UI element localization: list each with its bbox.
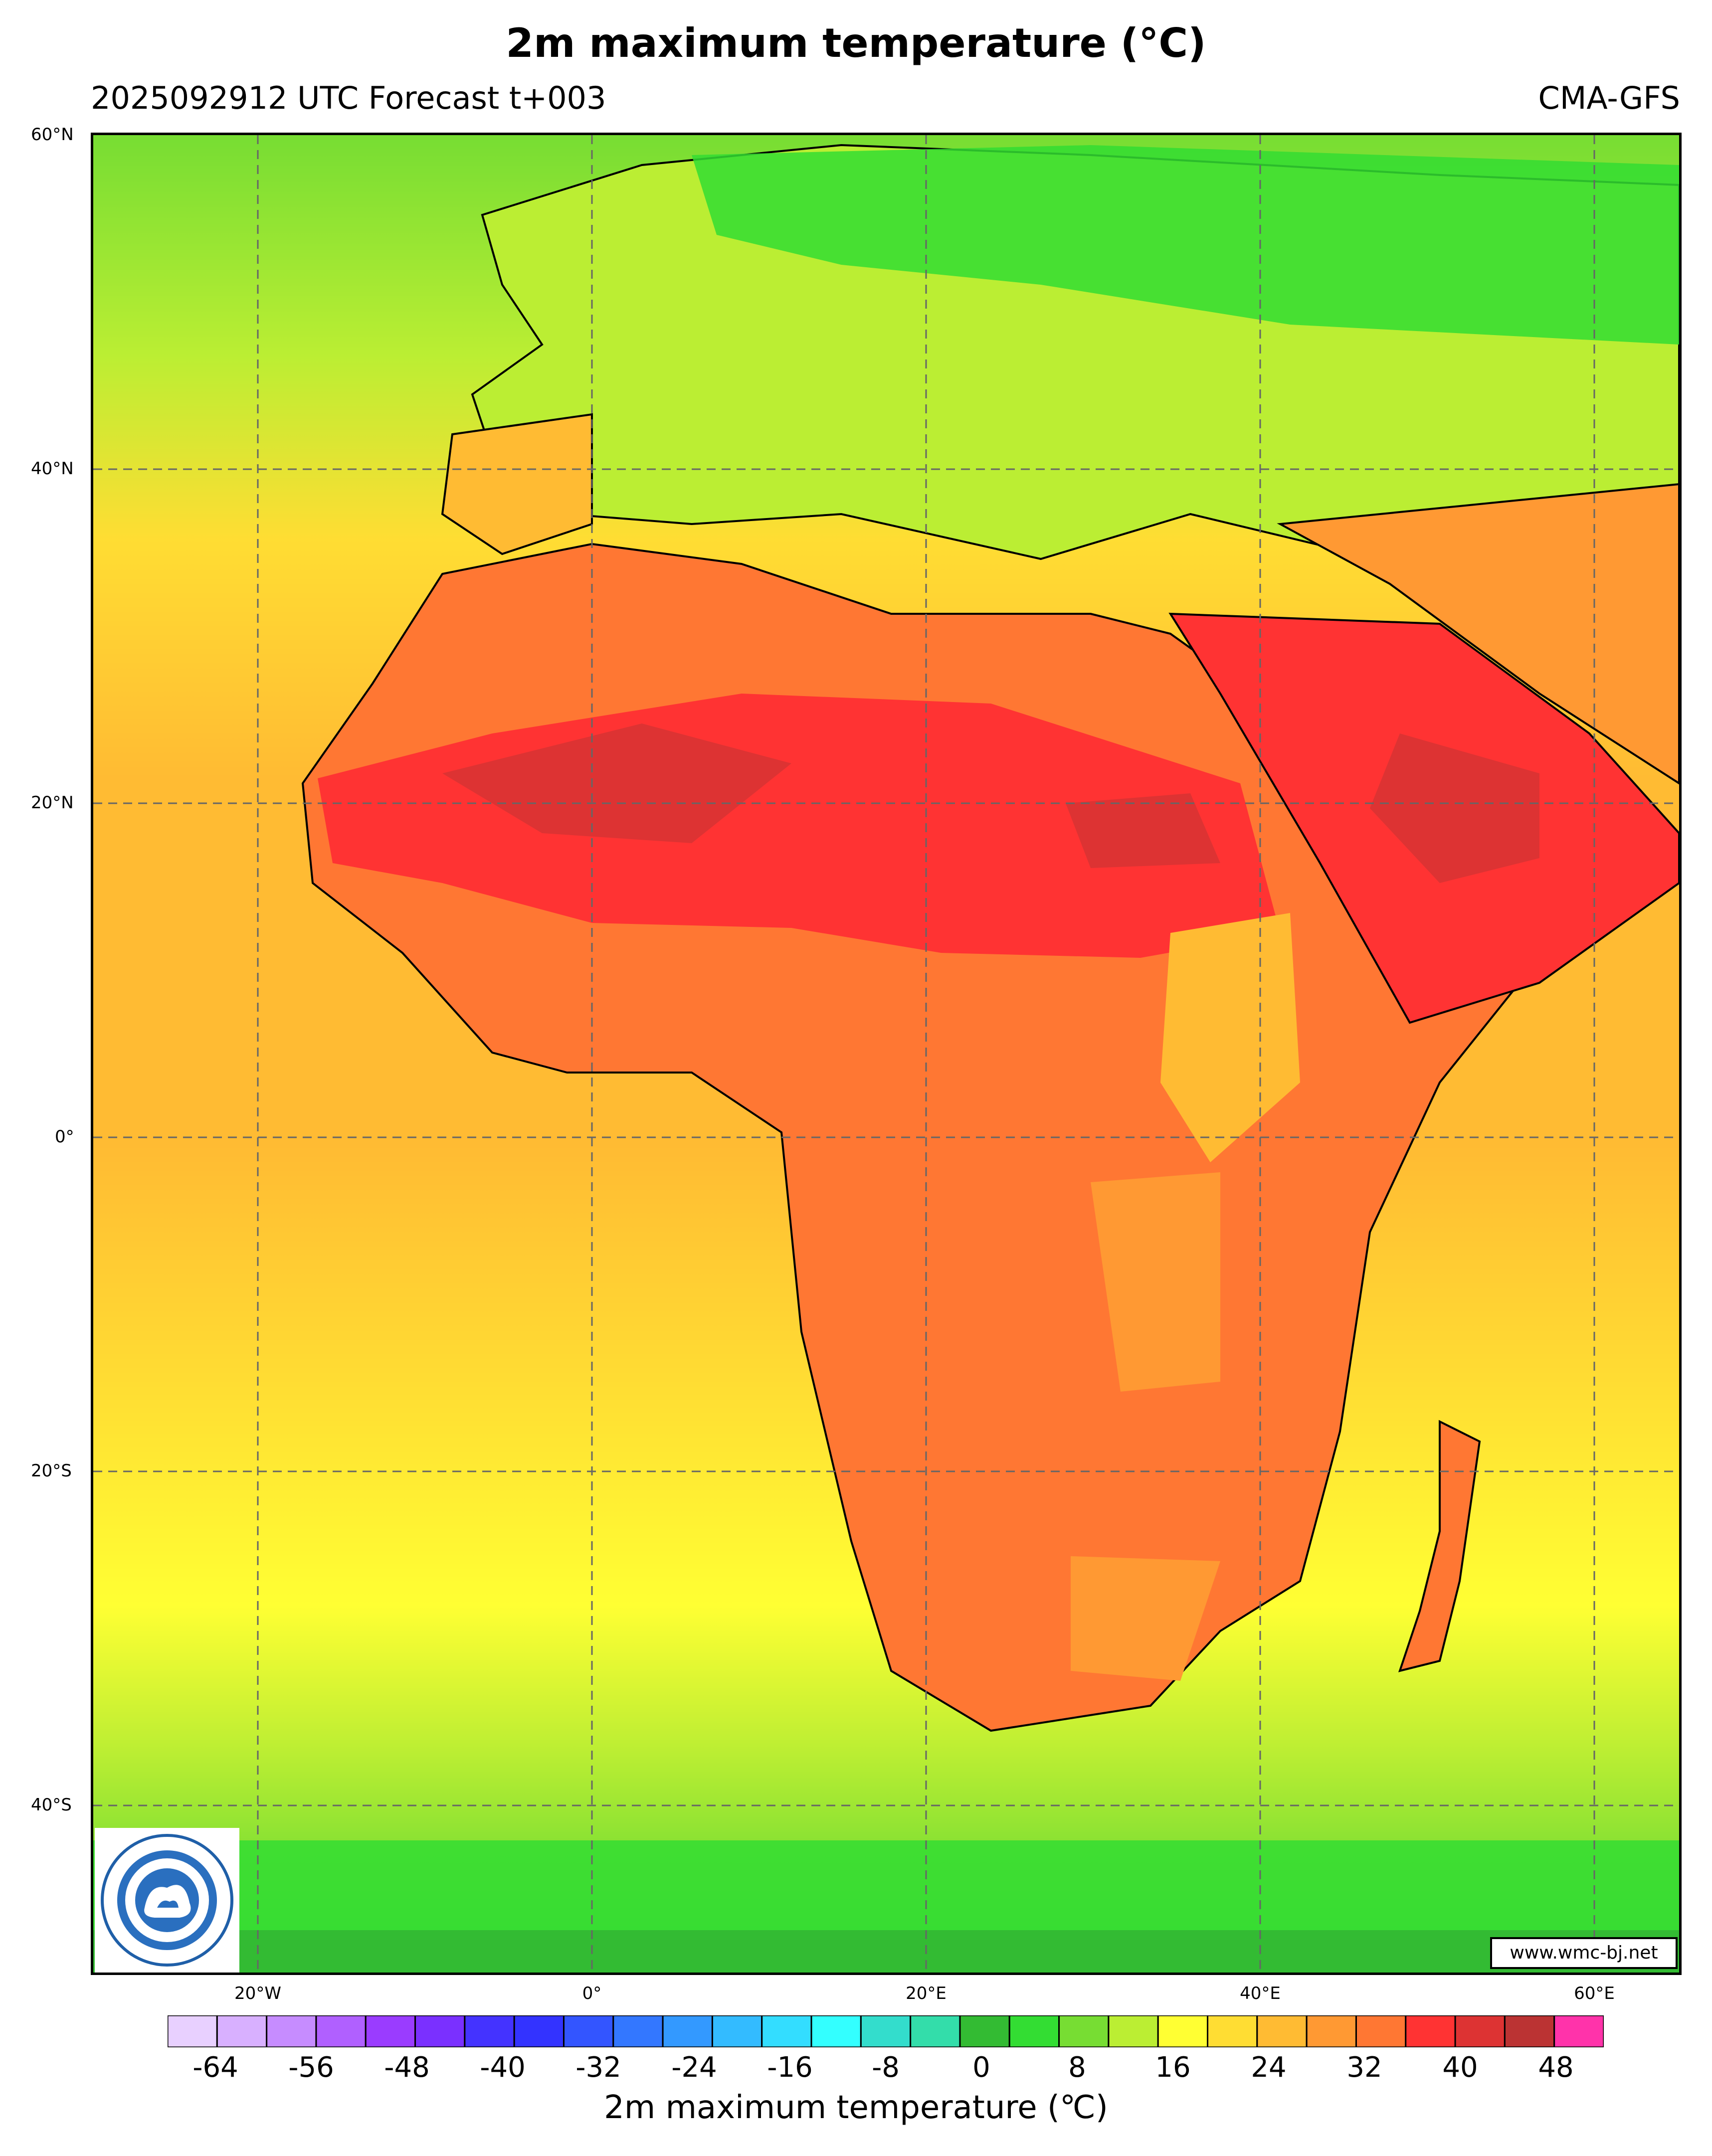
colorbar-swatch bbox=[1405, 2015, 1456, 2047]
colorbar-swatch bbox=[810, 2015, 862, 2047]
colorbar-swatch bbox=[662, 2015, 713, 2047]
colorbar-swatch bbox=[1058, 2015, 1110, 2047]
colorbar-tick-label: 32 bbox=[1346, 2051, 1382, 2084]
sudan-hottest-zone bbox=[1066, 793, 1220, 868]
colorbar-tick-label: 8 bbox=[1068, 2051, 1086, 2084]
colorbar-tick-label: -32 bbox=[575, 2051, 621, 2084]
madagascar bbox=[1398, 1420, 1481, 1672]
colorbar-swatch bbox=[1108, 2015, 1159, 2047]
lat-tick-40s: 40°S bbox=[31, 1795, 72, 1815]
cma-emblem-icon bbox=[101, 1834, 233, 1967]
website-credit: www.wmc-bj.net bbox=[1490, 1937, 1678, 1969]
colorbar-tick-label: 16 bbox=[1155, 2051, 1191, 2084]
colorbar-swatch bbox=[464, 2015, 515, 2047]
middle-east-landmass bbox=[1277, 483, 1679, 785]
colorbar-swatch bbox=[1008, 2015, 1060, 2047]
colorbar-swatch bbox=[1355, 2015, 1407, 2047]
southern-ocean-coolest-band bbox=[93, 1930, 1679, 1973]
colorbar-swatch bbox=[266, 2015, 317, 2047]
arabia-hottest-zone bbox=[1370, 733, 1539, 883]
map-gridlines bbox=[93, 135, 1679, 1973]
lat-tick-60n: 60°N bbox=[31, 125, 74, 145]
lat-tick-20n: 20°N bbox=[31, 793, 74, 813]
sahara-hottest-zone bbox=[442, 723, 791, 843]
colorbar-tick-label: -16 bbox=[767, 2051, 813, 2084]
colorbar-swatch bbox=[168, 2015, 218, 2047]
ethiopian-highlands bbox=[1160, 913, 1300, 1162]
colorbar-tick-label: -8 bbox=[872, 2051, 900, 2084]
colorbar-swatch bbox=[365, 2015, 416, 2047]
model-name-label: CMA-GFS bbox=[1538, 80, 1680, 116]
colorbar-swatch bbox=[1454, 2015, 1506, 2047]
lat-tick-equator: 0° bbox=[55, 1127, 74, 1147]
cma-logo bbox=[95, 1828, 239, 1973]
colorbar-tick-label: -64 bbox=[192, 2051, 238, 2084]
colorbar bbox=[168, 2015, 1604, 2047]
map-canvas bbox=[93, 135, 1679, 1973]
iberian-peninsula bbox=[441, 413, 593, 555]
south-africa-highveld bbox=[1071, 1556, 1220, 1681]
colorbar-swatch bbox=[711, 2015, 763, 2047]
colorbar-tick-label: -48 bbox=[384, 2051, 430, 2084]
temperature-map[interactable] bbox=[91, 133, 1682, 1975]
colorbar-swatch bbox=[414, 2015, 466, 2047]
lon-tick-20e: 20°E bbox=[906, 1983, 947, 2003]
colorbar-swatch bbox=[216, 2015, 268, 2047]
colorbar-swatch bbox=[612, 2015, 664, 2047]
page-title: 2m maximum temperature (°C) bbox=[506, 20, 1206, 66]
forecast-run-label: 2025092912 UTC Forecast t+003 bbox=[91, 80, 606, 116]
colorbar-swatch bbox=[1504, 2015, 1555, 2047]
lon-tick-40e: 40°E bbox=[1240, 1983, 1281, 2003]
lon-tick-60e: 60°E bbox=[1574, 1983, 1615, 2003]
colorbar-swatch bbox=[959, 2015, 1010, 2047]
colorbar-tick-label: 40 bbox=[1442, 2051, 1478, 2084]
colorbar-swatch bbox=[563, 2015, 614, 2047]
colorbar-swatch bbox=[910, 2015, 961, 2047]
colorbar-swatch bbox=[1207, 2015, 1258, 2047]
colorbar-title: 2m maximum temperature (℃) bbox=[604, 2089, 1108, 2126]
colorbar-tick-label: -56 bbox=[288, 2051, 334, 2084]
colorbar-tick-label: -24 bbox=[671, 2051, 717, 2084]
colorbar-swatch bbox=[761, 2015, 812, 2047]
colorbar-tick-label: 48 bbox=[1538, 2051, 1574, 2084]
colorbar-tick-label: 24 bbox=[1251, 2051, 1287, 2084]
colorbar-swatch bbox=[513, 2015, 565, 2047]
colorbar-swatch bbox=[315, 2015, 367, 2047]
colorbar-swatch bbox=[860, 2015, 912, 2047]
lat-tick-40n: 40°N bbox=[31, 459, 74, 479]
colorbar-swatch bbox=[1553, 2015, 1604, 2047]
lat-tick-20s: 20°S bbox=[31, 1461, 72, 1481]
lon-tick-0: 0° bbox=[582, 1983, 602, 2003]
colorbar-swatch bbox=[1256, 2015, 1308, 2047]
colorbar-swatch bbox=[1157, 2015, 1209, 2047]
colorbar-swatch bbox=[1306, 2015, 1357, 2047]
lon-tick-20w: 20°W bbox=[234, 1983, 281, 2003]
east-african-highlands bbox=[1091, 1172, 1220, 1392]
northern-europe-cool-zone bbox=[692, 145, 1679, 345]
colorbar-tick-label: -40 bbox=[480, 2051, 526, 2084]
colorbar-tick-label: 0 bbox=[972, 2051, 990, 2084]
